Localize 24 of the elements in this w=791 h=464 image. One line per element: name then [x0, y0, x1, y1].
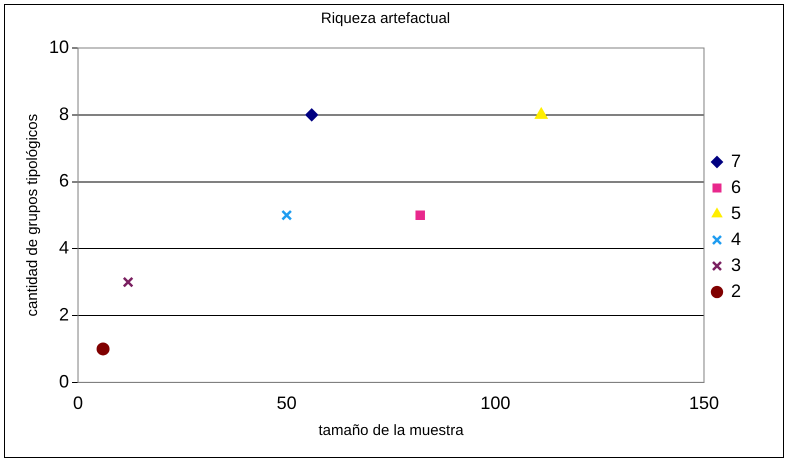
point: [96, 342, 110, 356]
y-tick-label: 0: [59, 371, 70, 392]
legend-label: 5: [730, 202, 742, 223]
x-tick-label: 0: [73, 393, 84, 414]
x-axis-title: tamaño de la muestra: [318, 422, 464, 440]
legend-label: 7: [730, 150, 742, 171]
legend-label: 3: [730, 254, 742, 275]
point: [122, 276, 134, 288]
y-tick-label: 2: [59, 304, 70, 324]
y-tick-label: 4: [59, 238, 70, 258]
point: [415, 210, 425, 220]
x-tick-label: 150: [688, 393, 720, 414]
y-tick-label: 10: [48, 36, 70, 57]
legend-label: 2: [730, 280, 742, 301]
y-tick-label: 8: [59, 104, 70, 124]
chart-title: Riqueza artefactual: [320, 10, 450, 28]
point: [281, 210, 292, 221]
point: [305, 108, 318, 122]
x-tick-label: 100: [480, 393, 510, 414]
legend-label: 6: [730, 176, 742, 197]
legend-label: 4: [730, 228, 742, 249]
y-axis-title: cantidad de grupos tipológicos: [24, 114, 42, 317]
x-tick-label: 50: [276, 393, 297, 414]
y-tick-label: 6: [59, 170, 70, 191]
